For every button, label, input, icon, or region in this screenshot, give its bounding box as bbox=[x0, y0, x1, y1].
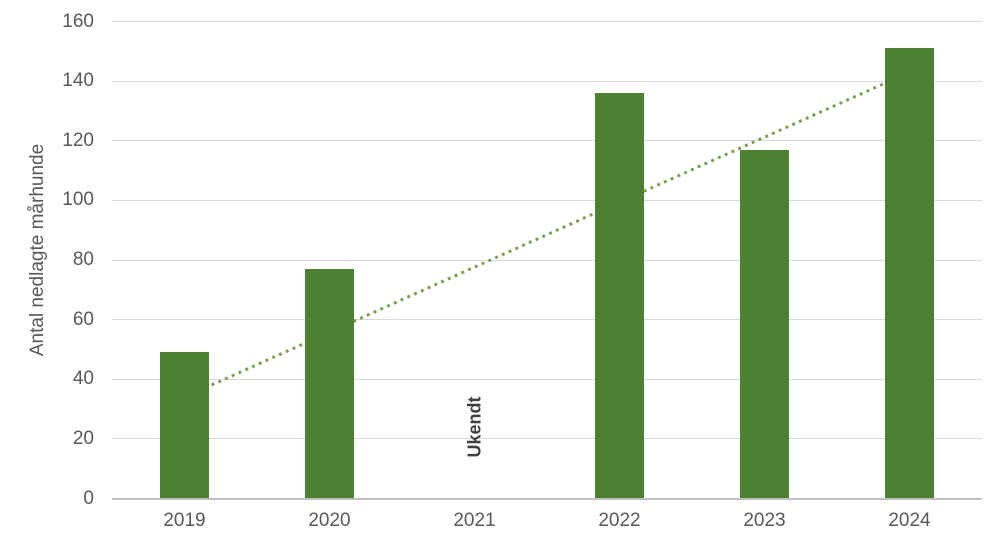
x-tick-label-2020: 2020 bbox=[308, 510, 351, 531]
bar-2019 bbox=[160, 352, 209, 499]
gridline-20 bbox=[112, 438, 982, 440]
y-axis-title: Antal nedlagte mårhunde bbox=[27, 143, 48, 357]
y-tick-label-100: 100 bbox=[62, 189, 94, 211]
bar-2020 bbox=[305, 268, 354, 499]
y-tick-label-40: 40 bbox=[72, 368, 94, 390]
gridline-40 bbox=[112, 378, 982, 380]
bar-2022 bbox=[595, 93, 644, 499]
y-tick-label-140: 140 bbox=[62, 70, 94, 92]
gridline-60 bbox=[112, 319, 982, 321]
gridline-120 bbox=[112, 140, 982, 142]
bar-2023 bbox=[740, 149, 789, 499]
x-tick-label-2021: 2021 bbox=[453, 510, 496, 531]
gridline-0 bbox=[112, 497, 982, 500]
gridline-140 bbox=[112, 80, 982, 82]
y-tick-label-60: 60 bbox=[72, 308, 94, 330]
gridline-160 bbox=[112, 21, 982, 22]
x-tick-label-2023: 2023 bbox=[743, 510, 786, 531]
y-tick-label-160: 160 bbox=[62, 10, 94, 32]
trendline-dotted bbox=[183, 70, 911, 399]
gridline-100 bbox=[112, 199, 982, 201]
y-tick-label-120: 120 bbox=[62, 129, 94, 151]
y-tick-label-20: 20 bbox=[72, 427, 94, 449]
bar-2024 bbox=[885, 48, 934, 499]
gridline-80 bbox=[112, 259, 982, 261]
x-tick-label-2024: 2024 bbox=[888, 510, 931, 531]
x-tick-label-2019: 2019 bbox=[163, 510, 206, 531]
x-tick-label-2022: 2022 bbox=[598, 510, 641, 531]
y-tick-label-80: 80 bbox=[72, 249, 94, 270]
y-tick-label-0: 0 bbox=[83, 487, 94, 509]
missing-value-annotation: Ukendt bbox=[464, 396, 484, 458]
